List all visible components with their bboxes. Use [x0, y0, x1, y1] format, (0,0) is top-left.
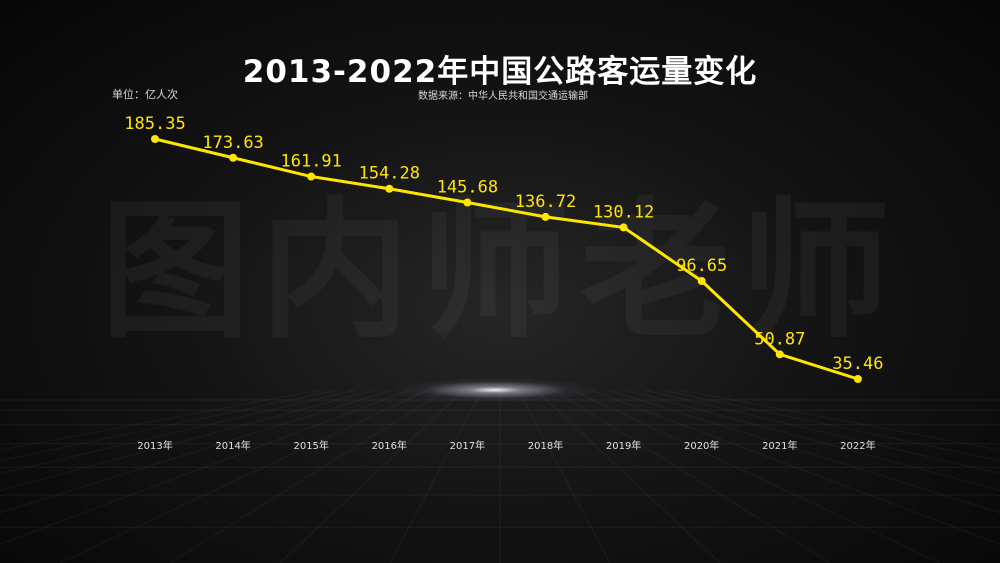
floor-grid-line — [279, 389, 465, 563]
data-point — [463, 198, 472, 207]
floor-grid-line — [0, 389, 375, 491]
watermark-text: 图内师老师 — [60, 150, 940, 367]
data-label: 161.91 — [280, 152, 341, 172]
unit-label: 单位：亿人次 — [112, 88, 178, 101]
x-tick-label: 2020年 — [684, 439, 719, 452]
data-point — [775, 350, 784, 359]
light-flare — [395, 378, 595, 402]
floor-grid-line — [0, 389, 411, 545]
series-line — [154, 137, 859, 381]
floor-grid-line — [0, 389, 393, 514]
data-point — [697, 277, 706, 286]
floor-grid-line — [59, 389, 429, 563]
data-label: 130.12 — [593, 202, 654, 222]
floor-grid-line — [571, 389, 941, 563]
data-label: 96.65 — [676, 256, 727, 276]
floor-grid-line — [625, 389, 1000, 491]
x-tick-label: 2014年 — [215, 439, 250, 452]
x-tick-label: 2021年 — [762, 439, 797, 452]
floor-grid-line — [169, 389, 447, 563]
floor-grid-line — [389, 389, 483, 563]
floor-grid-line — [535, 389, 721, 563]
floor-grid-line — [553, 389, 831, 563]
x-tick-label: 2015年 — [293, 439, 328, 452]
data-label: 173.63 — [202, 133, 263, 153]
data-label: 145.68 — [437, 178, 498, 198]
data-point — [385, 184, 394, 193]
data-label: 50.87 — [754, 329, 805, 349]
x-tick-label: 2019年 — [606, 439, 641, 452]
data-point — [853, 375, 862, 383]
floor-grid-line — [0, 389, 339, 462]
data-label: 154.28 — [359, 164, 420, 184]
floor-grid-line — [589, 389, 1000, 545]
data-point — [541, 212, 550, 221]
floor-grid-line — [643, 389, 1000, 475]
data-point — [619, 223, 628, 232]
x-tick-label: 2017年 — [450, 439, 485, 452]
floor-grid-line — [679, 389, 1000, 451]
floor-grid-line — [661, 389, 1000, 462]
data-point — [307, 172, 316, 181]
data-point — [151, 135, 159, 143]
data-label: 35.46 — [832, 354, 883, 374]
x-tick-label: 2018年 — [528, 439, 563, 452]
floor-grid-line — [0, 389, 321, 451]
floor-grid-line — [607, 389, 1000, 514]
x-tick-label: 2013年 — [137, 439, 172, 452]
x-tick-label: 2022年 — [840, 439, 875, 452]
data-label: 136.72 — [515, 192, 576, 212]
x-tick-label: 2016年 — [372, 439, 407, 452]
floor-grid-line — [0, 389, 357, 475]
floor-grid-line — [517, 389, 611, 563]
data-point — [229, 153, 238, 162]
chart-title: 2013-2022年中国公路客运量变化 — [242, 54, 758, 90]
source-label: 数据来源：中华人民共和国交通运输部 — [418, 91, 588, 102]
data-label: 185.35 — [124, 114, 185, 134]
